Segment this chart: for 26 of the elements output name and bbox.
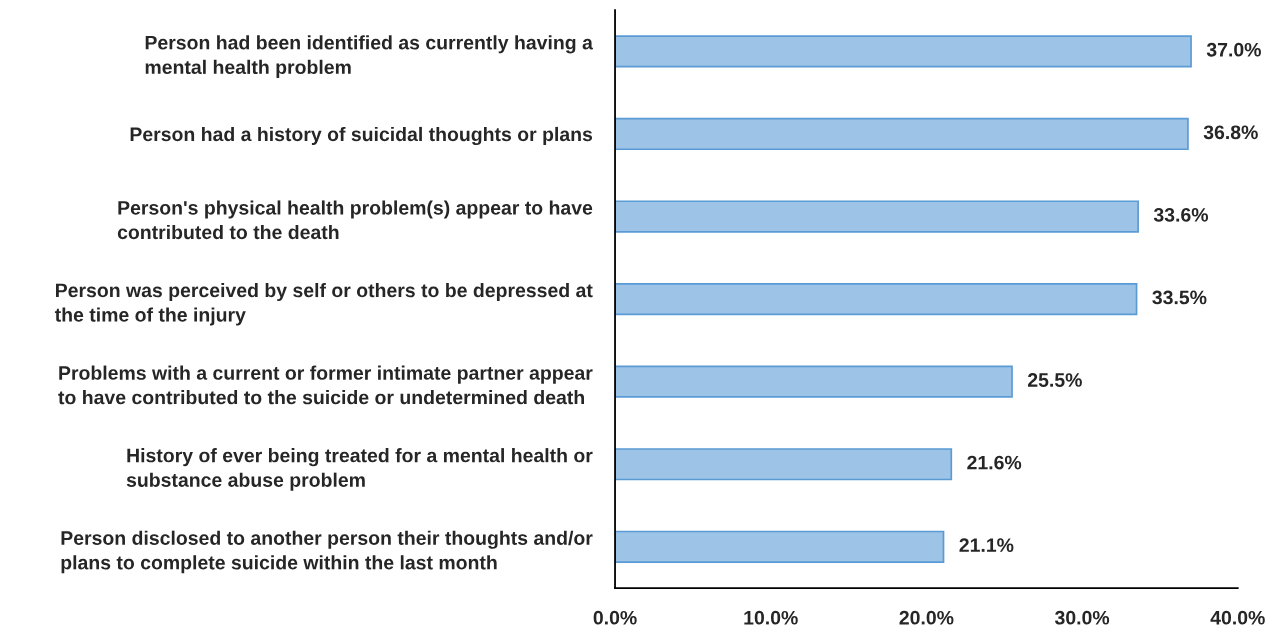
y-tick-label: Person had been identified as currently having a mental health problem (145, 35, 593, 78)
x-tick-label: 20.0% (899, 610, 954, 625)
data-label: 37.0% (1206, 42, 1261, 57)
bar (615, 530, 945, 563)
data-label: 25.5% (1027, 373, 1082, 387)
x-tick-label: 30.0% (1054, 610, 1110, 625)
data-label: 36.8% (1203, 125, 1258, 140)
y-tick-label: Problems with a current or former intimate partner appear to have contributed to the suicide or undetermined death (58, 365, 593, 405)
y-tick-label: Person had a history of suicidal thoughts or plans (130, 126, 593, 146)
x-tick-label: 0.0% (593, 610, 637, 625)
bar (615, 448, 953, 481)
x-tick-label: 10.0% (744, 610, 798, 625)
data-label: 21.1% (959, 538, 1014, 552)
bar (615, 200, 1139, 233)
y-tick-label: History of ever being treated for a mental health or substance abuse problem (126, 448, 593, 491)
bar (615, 35, 1192, 68)
data-label: 33.5% (1152, 290, 1207, 305)
x-tick-label: 40.0% (1210, 610, 1265, 625)
y-tick-label: Person was perceived by self or others to be depressed at the time of the injury (54, 282, 593, 326)
data-label: 21.6% (967, 455, 1022, 470)
bar (615, 365, 1013, 398)
y-tick-label: Person disclosed to another person their thoughts and/or plans to complete suicide within the last month (61, 530, 593, 574)
y-tick-label: Person's physical health problem(s) appear to have contributed to the death (117, 200, 593, 240)
bar (615, 282, 1138, 316)
data-label: 33.6% (1153, 207, 1209, 222)
bar (615, 117, 1189, 151)
